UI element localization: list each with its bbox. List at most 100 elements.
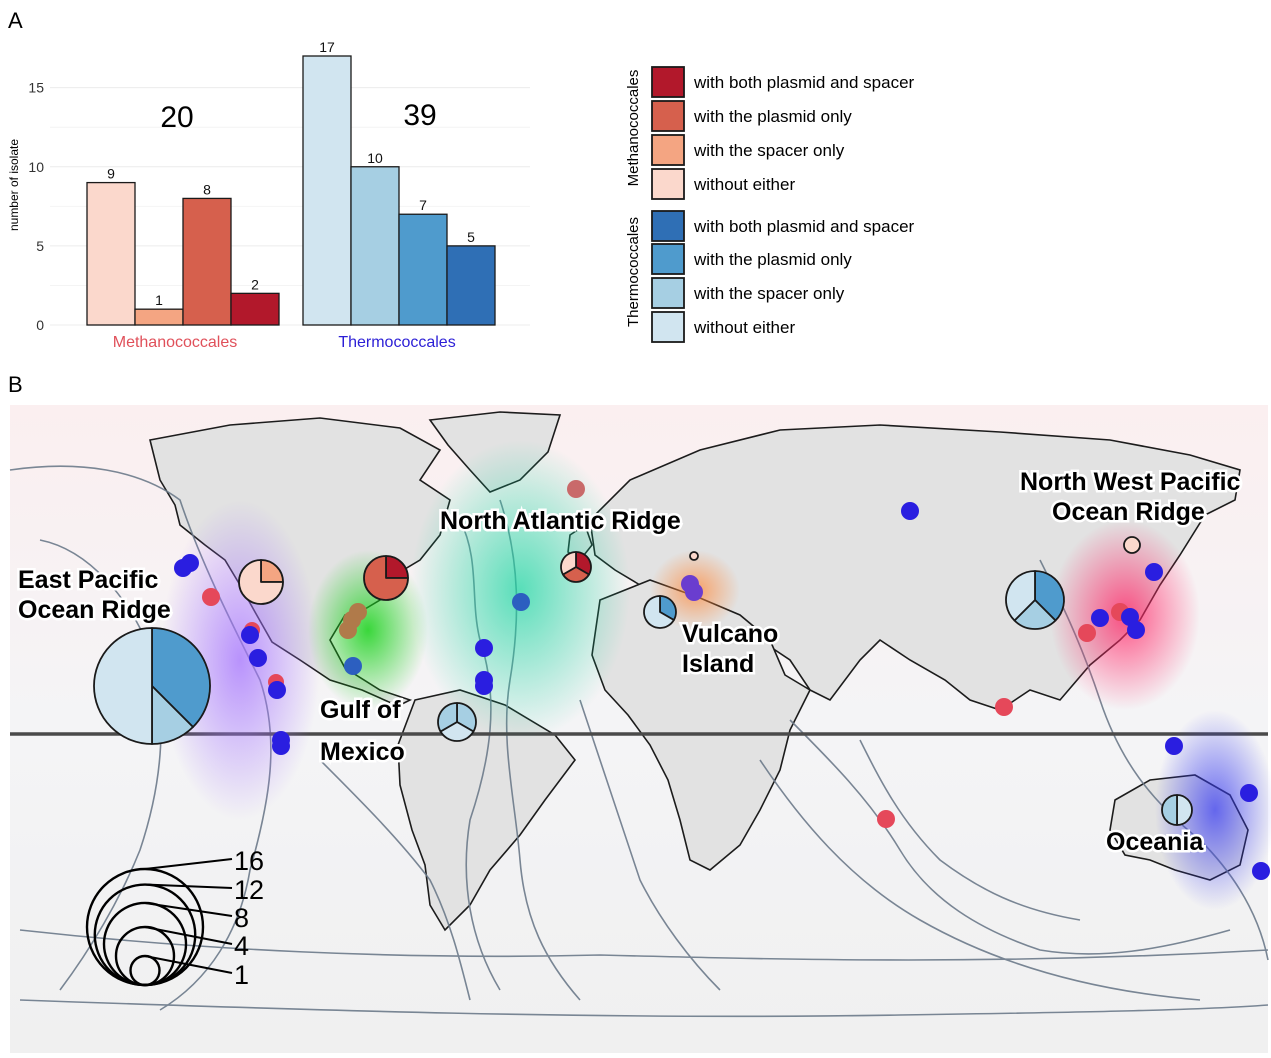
bar-value-label: 10 bbox=[367, 150, 383, 166]
thermo-sample-point bbox=[1127, 621, 1145, 639]
methano-sample-point bbox=[995, 698, 1013, 716]
legend: Methanococcales Thermococcales with both… bbox=[625, 66, 915, 343]
panel-a-label: A bbox=[8, 8, 23, 33]
bar-value-label: 7 bbox=[419, 197, 427, 213]
group-label-thermococcales: Thermococcales bbox=[338, 334, 455, 351]
thermo-sample-point bbox=[1240, 784, 1258, 802]
thermo-sample-point bbox=[249, 649, 267, 667]
region-label-north-atlantic: North Atlantic Ridge bbox=[440, 507, 681, 535]
bar-value-label: 5 bbox=[467, 229, 475, 245]
continent-africa bbox=[591, 579, 812, 871]
pie-slice bbox=[560, 551, 577, 576]
panel-b-label: B bbox=[8, 372, 23, 397]
thermo-sample-point bbox=[475, 639, 493, 657]
thermo-sample-point bbox=[174, 559, 192, 577]
pie-slice bbox=[562, 566, 590, 583]
pie-slice bbox=[689, 551, 699, 561]
bar-value-label: 17 bbox=[319, 39, 335, 55]
pie-slice bbox=[238, 559, 284, 605]
size-legend-leader bbox=[144, 926, 233, 945]
pie-charts bbox=[93, 536, 1193, 826]
y-tick-label: 5 bbox=[36, 238, 44, 254]
methano-sample-point bbox=[567, 480, 585, 498]
pie-slice bbox=[439, 721, 475, 742]
thermo-sample-point bbox=[475, 677, 493, 695]
pie-slice bbox=[437, 702, 458, 733]
region-label-north-west-pacific: North West Pacific Ocean Ridge bbox=[1020, 468, 1241, 526]
legend-label: with the plasmid only bbox=[693, 107, 852, 126]
bar bbox=[302, 55, 352, 326]
region-label-vulcano-island: Vulcano Island bbox=[682, 620, 778, 678]
total-methanococcales: 20 bbox=[160, 101, 193, 134]
methano-sample-point bbox=[202, 588, 220, 606]
pie-slice bbox=[643, 595, 675, 629]
legend-title-methanococcales: Methanococcales bbox=[625, 70, 642, 187]
size-legend-leader bbox=[144, 883, 233, 889]
size-legend-label: 8 bbox=[234, 903, 249, 933]
pie-slice bbox=[1005, 570, 1036, 622]
sample-points bbox=[174, 480, 1270, 880]
bar-value-label: 1 bbox=[155, 292, 163, 308]
thermo-sample-point bbox=[241, 626, 259, 644]
thermo-sample-point bbox=[268, 681, 286, 699]
glow-oceania bbox=[1155, 710, 1271, 910]
thermo-sample-point bbox=[1252, 862, 1270, 880]
size-legend-label: 12 bbox=[234, 875, 264, 905]
size-legend-label: 1 bbox=[234, 960, 249, 990]
pie-slice bbox=[1176, 794, 1193, 826]
y-tick-labels: 0 5 10 15 bbox=[28, 80, 44, 333]
y-tick-label: 15 bbox=[28, 80, 44, 96]
size-legend-label: 4 bbox=[234, 931, 249, 961]
bar bbox=[86, 181, 136, 326]
bar bbox=[398, 213, 448, 326]
pie-slice bbox=[1123, 536, 1141, 554]
mixed-sample-point bbox=[349, 603, 367, 621]
size-legend-label: 16 bbox=[234, 846, 264, 876]
glow-north-atlantic bbox=[410, 440, 630, 740]
legend-label: with the spacer only bbox=[693, 141, 845, 160]
methano-sample-point bbox=[877, 810, 895, 828]
legend-swatch bbox=[651, 277, 685, 309]
legend-label: with both plasmid and spacer bbox=[693, 73, 915, 92]
legend-swatch bbox=[651, 168, 685, 200]
methano-sample-point bbox=[1078, 624, 1096, 642]
legend-swatch bbox=[651, 66, 685, 98]
bar-value-label: 2 bbox=[251, 276, 259, 292]
pie-slice bbox=[1161, 794, 1178, 826]
y-tick-label: 0 bbox=[36, 317, 44, 333]
legend-label: without either bbox=[693, 318, 795, 337]
size-legend-leader bbox=[144, 858, 233, 870]
bars: 9 1 8 2 17 10 7 5 bbox=[86, 39, 496, 326]
bar bbox=[446, 245, 496, 326]
bar bbox=[182, 197, 232, 326]
pie-slice bbox=[1013, 599, 1057, 630]
legend-swatch bbox=[651, 243, 685, 275]
legend-swatch bbox=[651, 311, 685, 343]
group-label-methanococcales: Methanococcales bbox=[113, 334, 238, 351]
pie-slice bbox=[93, 627, 153, 745]
pie-slice bbox=[363, 555, 409, 601]
legend-label: with the plasmid only bbox=[693, 250, 852, 269]
mixed-sample-point bbox=[339, 621, 357, 639]
legend-label: without either bbox=[693, 175, 795, 194]
legend-swatch bbox=[651, 134, 685, 166]
thermo-sample-point bbox=[344, 657, 362, 675]
size-legend-leader bbox=[144, 901, 233, 917]
y-tick-label: 10 bbox=[28, 159, 44, 175]
pie-slice bbox=[1034, 570, 1065, 622]
bar-value-label: 8 bbox=[203, 181, 211, 197]
bar bbox=[350, 166, 400, 326]
legend-swatch bbox=[651, 100, 685, 132]
thermo-sample-point bbox=[901, 502, 919, 520]
region-label-gulf-of-mexico: Gulf of Mexico bbox=[320, 696, 405, 766]
region-labels: East Pacific Ocean Ridge Gulf of Mexico No… bbox=[16, 466, 1244, 859]
y-axis-label: number of isolate bbox=[7, 139, 21, 231]
region-label-east-pacific: East Pacific Ocean Ridge bbox=[18, 566, 171, 624]
legend-label: with the spacer only bbox=[693, 284, 845, 303]
bar bbox=[230, 292, 280, 326]
region-label-oceania: Oceania bbox=[1106, 828, 1204, 856]
legend-title-thermococcales: Thermococcales bbox=[625, 217, 642, 327]
legend-label: with both plasmid and spacer bbox=[693, 217, 915, 236]
